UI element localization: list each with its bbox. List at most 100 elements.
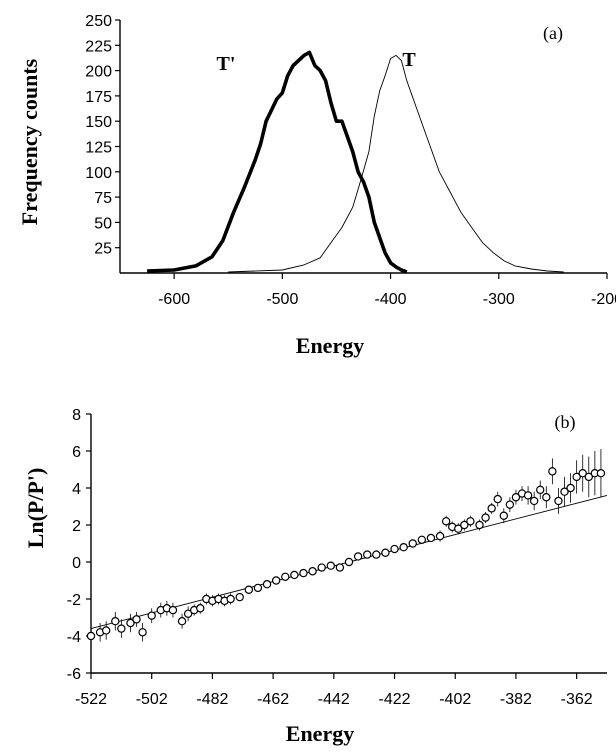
series-line-t [228,54,564,273]
series-line-t-prime [147,50,408,274]
data-point [372,550,381,559]
data-point [566,483,575,493]
data-point [177,617,187,626]
panel-a-y-tick-label: 150 [85,114,112,131]
data-point [487,504,496,513]
data-point [353,552,363,561]
data-point [536,485,545,495]
data-point [542,493,551,502]
panel-b-x-tick-label: -422 [379,691,411,708]
panel-b-x-tick-label: -482 [196,691,228,708]
data-point [363,550,372,559]
data-point [344,557,354,567]
panel-a-y-tick-label: 200 [85,64,112,81]
data-point [481,513,490,522]
data-point [578,469,587,478]
data-point [511,493,521,502]
data-point [499,511,508,520]
panel-a-x-tick-label: -500 [266,291,298,308]
data-point [584,472,593,482]
data-point [475,520,484,530]
series-label-t-prime: T' [217,53,236,75]
panel-b-log-ratio-plot: Ln(P/P') Energy (b) -6 -4 -2 0 2 4 6 8 -522 -502 -… [23,407,608,746]
data-point [271,576,281,585]
data-point [505,500,515,509]
data-point [299,568,308,578]
data-point [101,626,111,635]
panel-b-y-tick-label: -6 [67,666,81,683]
panel-a-y-tick-label: 225 [85,38,112,55]
panel-a-x-tick-label: -600 [158,291,190,308]
data-point [523,491,533,500]
data-point [381,548,390,557]
panel-a-y-tick-label: 250 [85,13,112,30]
data-point [235,592,244,602]
panel-b-y-tick-label: 4 [72,481,81,498]
panel-b-x-tick-label: -382 [500,691,532,708]
data-point [281,572,290,582]
panel-a-label: (a) [543,23,563,44]
panel-b-x-axis-title: Energy [286,721,354,746]
data-point [554,496,563,506]
data-point [454,524,463,533]
panel-b-y-tick-label: -4 [67,629,81,646]
data-point [426,533,436,543]
data-point [138,628,147,637]
panel-b-x-tick-label: -462 [257,691,289,708]
panel-b-y-axis-title: Ln(P/P') [23,468,48,549]
panel-b-y-tick-label: 6 [72,444,81,461]
panel-a-y-axis-title: Frequency counts [17,58,42,225]
panel-a-y-tick-label: 175 [85,89,112,106]
panel-b-y-tick-label: 0 [72,555,81,572]
data-point [548,467,557,476]
panel-b-x-tick-label: -502 [136,691,168,708]
panel-a-y-tick-label: 75 [94,190,112,207]
data-point [326,561,335,570]
data-point [226,594,235,604]
panel-b-label: (b) [555,412,576,433]
data-point [196,604,205,613]
data-point [335,563,345,572]
data-point [572,472,581,482]
panel-a-y-tick-label: 25 [94,241,112,258]
panel-a-x-tick-label: -400 [375,291,407,308]
data-point [417,535,427,545]
panel-b-y-tick-label: 8 [72,407,81,424]
data-point [308,567,317,576]
series-label-t: T [402,49,416,71]
data-point [435,531,445,541]
data-point [183,609,193,619]
data-point [244,585,254,594]
data-point [560,487,569,496]
data-point [441,517,451,526]
data-point [399,543,408,552]
data-point [86,631,96,641]
data-point [117,624,126,633]
panel-a-frequency-histogram: Frequency counts Energy (a) 25 50 75 100 125… [17,13,616,358]
panel-b-x-tick-label: -402 [439,691,471,708]
panel-a-y-tick-label: 125 [85,140,112,157]
panel-a-x-axis-title: Energy [296,333,364,358]
panel-a-y-tick-label: 50 [94,215,112,232]
data-point [168,605,178,615]
data-point [493,494,502,504]
data-point [529,496,539,506]
panel-b-y-tick-label: -2 [67,592,81,609]
data-point [253,583,263,593]
data-point [147,611,156,620]
data-point [290,570,299,580]
data-point [262,580,272,589]
data-point [466,517,475,526]
panel-b-x-tick-label: -362 [561,691,593,708]
panel-b-x-tick-label: -442 [318,691,350,708]
panel-a-x-tick-label: -200 [591,291,616,308]
data-point [390,544,399,554]
data-point [111,617,120,626]
data-point [460,520,469,530]
panel-a-y-tick-label: 100 [85,165,112,182]
panel-a-x-tick-label: -300 [483,291,515,308]
data-point [408,539,417,548]
data-point [596,469,606,478]
data-point [317,563,326,572]
